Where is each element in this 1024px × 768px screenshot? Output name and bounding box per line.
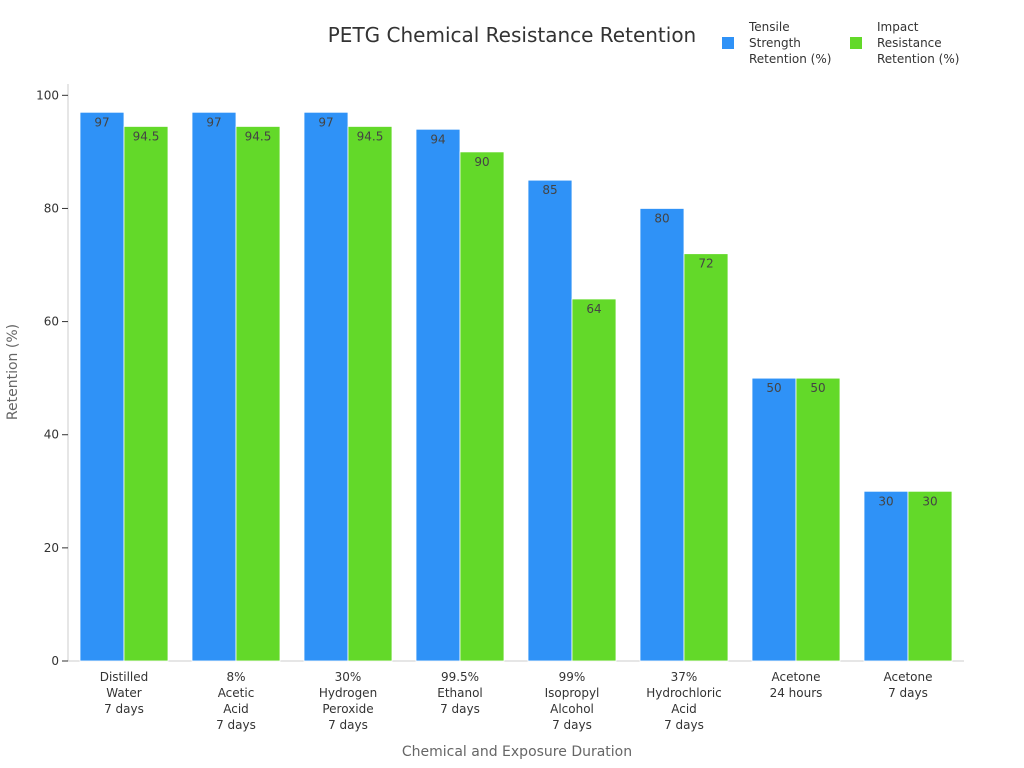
legend-swatch bbox=[850, 37, 862, 49]
x-tick-label-line: 7 days bbox=[664, 718, 704, 732]
x-tick-label-line: Acid bbox=[223, 702, 249, 716]
bar-series-1 bbox=[415, 128, 461, 662]
x-tick-label-line: 99.5% bbox=[441, 670, 479, 684]
x-tick-label: 30% Hydrogen Peroxide 7 days bbox=[319, 670, 377, 732]
legend-label-line: Resistance bbox=[877, 36, 942, 50]
x-tick-label-line: 99% bbox=[559, 670, 586, 684]
bar-value-label: 94 bbox=[430, 132, 445, 146]
bar-value-label: 50 bbox=[810, 381, 825, 395]
bar-series-2 bbox=[235, 126, 281, 662]
bar-value-label: 72 bbox=[698, 257, 713, 271]
bar-series-1 bbox=[863, 490, 909, 662]
legend: Tensile Strength Retention (%) Impact Resist… bbox=[722, 20, 959, 66]
bar-series-2 bbox=[683, 253, 729, 662]
x-tick-label-line: Acetic bbox=[218, 686, 255, 700]
bar-value-label: 30 bbox=[922, 494, 937, 508]
x-tick-label-line: Peroxide bbox=[322, 702, 373, 716]
legend-label: Tensile Strength Retention (%) bbox=[748, 20, 831, 66]
bar-series-2 bbox=[795, 377, 841, 662]
x-tick-label: 99% Isopropyl Alcohol 7 days bbox=[545, 670, 600, 732]
x-tick-label-line: Distilled bbox=[100, 670, 149, 684]
chart-title: PETG Chemical Resistance Retention bbox=[328, 23, 697, 47]
x-tick-label-line: 7 days bbox=[216, 718, 256, 732]
bar-series-2 bbox=[347, 126, 393, 662]
legend-label-line: Impact bbox=[877, 20, 919, 34]
x-tick-label-line: Hydrochloric bbox=[646, 686, 722, 700]
legend-label-line: Strength bbox=[749, 36, 801, 50]
x-tick-label-line: Hydrogen bbox=[319, 686, 377, 700]
x-tick-label-line: 7 days bbox=[552, 718, 592, 732]
legend-label: Impact Resistance Retention (%) bbox=[877, 20, 959, 66]
y-tick-label: 0 bbox=[51, 654, 59, 668]
y-tick-label: 80 bbox=[44, 201, 59, 215]
x-tick-label-line: 37% bbox=[671, 670, 698, 684]
x-tick-label-line: Water bbox=[106, 686, 142, 700]
x-tick-label: 37% Hydrochloric Acid 7 days bbox=[646, 670, 722, 732]
legend-swatch bbox=[722, 37, 734, 49]
x-tick-label: 8% Acetic Acid 7 days bbox=[216, 670, 256, 732]
y-axis-title: Retention (%) bbox=[5, 324, 21, 420]
x-tick-label-line: Alcohol bbox=[550, 702, 594, 716]
x-tick-label-line: Acid bbox=[671, 702, 697, 716]
x-tick-label-line: Acetone bbox=[883, 670, 932, 684]
bar-series-1 bbox=[79, 111, 125, 662]
x-tick-label-line: 30% bbox=[335, 670, 362, 684]
data-labels: 97 97 97 94 85 80 50 30 94.5 94.5 94.5 90 64 72 50 30 bbox=[94, 115, 937, 508]
bar-value-label: 94.5 bbox=[133, 129, 160, 143]
x-tick-label-line: 8% bbox=[226, 670, 245, 684]
y-tick-label: 60 bbox=[44, 315, 59, 329]
bar-value-label: 94.5 bbox=[357, 129, 384, 143]
bar-value-label: 97 bbox=[94, 115, 109, 129]
bar-series-2 bbox=[123, 126, 169, 662]
y-tick-label: 100 bbox=[36, 88, 59, 102]
legend-label-line: Tensile bbox=[748, 20, 790, 34]
bar-series-2 bbox=[571, 298, 617, 662]
x-tick-label: Acetone 7 days bbox=[883, 670, 932, 700]
bar-series-2 bbox=[459, 151, 505, 662]
bar-series-1 bbox=[639, 208, 685, 662]
x-tick-label-line: 7 days bbox=[888, 686, 928, 700]
y-tick-label: 40 bbox=[44, 428, 59, 442]
bar-value-label: 80 bbox=[654, 211, 669, 225]
x-axis-title: Chemical and Exposure Duration bbox=[402, 744, 632, 760]
x-tick-label-line: Acetone bbox=[771, 670, 820, 684]
x-tick-label-line: Ethanol bbox=[437, 686, 483, 700]
axes: 0 20 40 60 80 100 Distilled Water 7 days 8% Acetic… bbox=[36, 84, 964, 732]
x-tick-label: 99.5% Ethanol 7 days bbox=[437, 670, 483, 716]
y-tick-label: 20 bbox=[44, 541, 59, 555]
legend-label-line: Retention (%) bbox=[749, 52, 831, 66]
bar-series-1 bbox=[527, 179, 573, 662]
bar-value-label: 50 bbox=[766, 381, 781, 395]
bar-value-label: 90 bbox=[474, 155, 489, 169]
bar-series-1 bbox=[751, 377, 797, 662]
bar-series-2 bbox=[907, 490, 953, 662]
x-tick-label-line: Isopropyl bbox=[545, 686, 600, 700]
bar-series-1 bbox=[191, 111, 237, 662]
x-tick-label-line: 7 days bbox=[440, 702, 480, 716]
bar-value-label: 30 bbox=[878, 494, 893, 508]
bar-value-label: 64 bbox=[586, 302, 601, 316]
x-tick-label-line: 7 days bbox=[328, 718, 368, 732]
bar-value-label: 97 bbox=[318, 115, 333, 129]
x-tick-label-line: 24 hours bbox=[770, 686, 823, 700]
bar-value-label: 85 bbox=[542, 183, 557, 197]
x-tick-label-line: 7 days bbox=[104, 702, 144, 716]
bar-series-1 bbox=[303, 111, 349, 662]
x-tick-label: Distilled Water 7 days bbox=[100, 670, 149, 716]
bar-value-label: 94.5 bbox=[245, 129, 272, 143]
bar-value-label: 97 bbox=[206, 115, 221, 129]
bars bbox=[79, 111, 953, 662]
x-tick-label: Acetone 24 hours bbox=[770, 670, 823, 700]
legend-label-line: Retention (%) bbox=[877, 52, 959, 66]
